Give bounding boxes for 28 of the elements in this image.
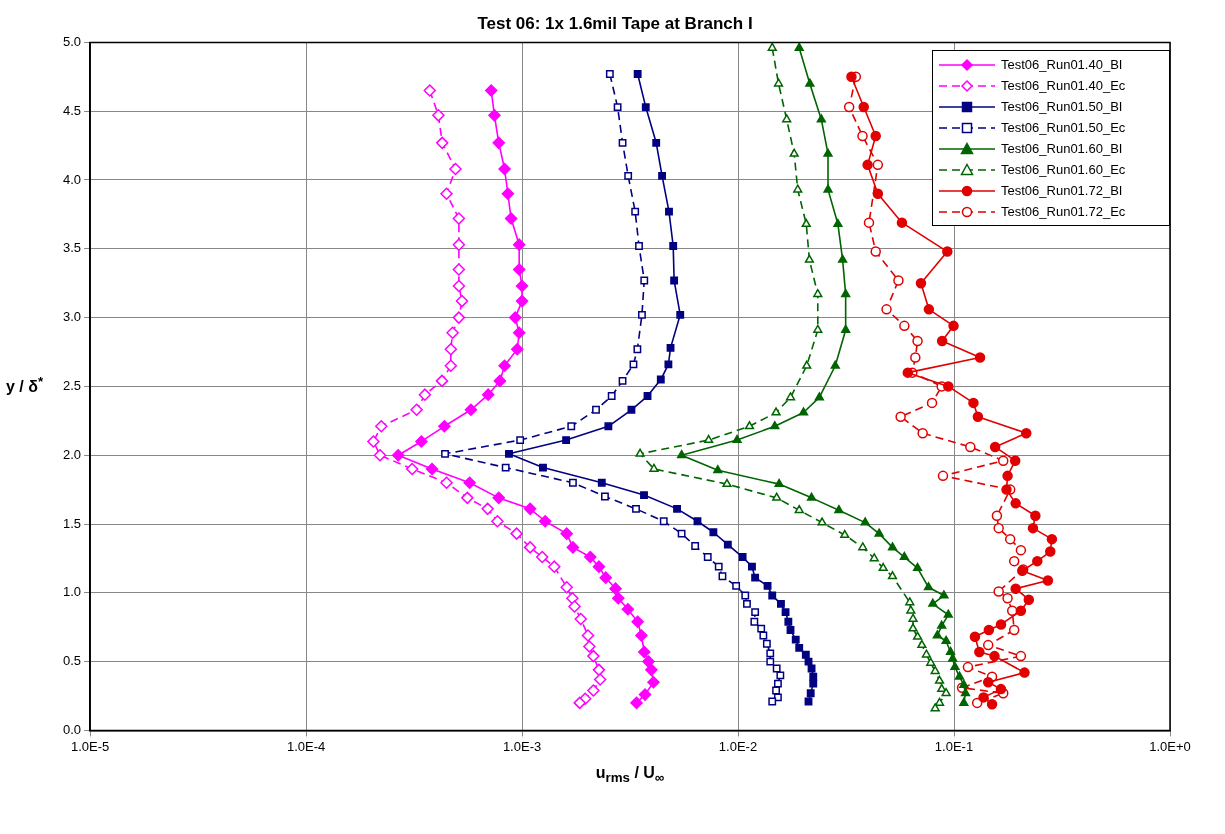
y-tick-label: 4.5 <box>62 102 82 118</box>
x-axis-title: u$_{rms}$ / U$_{∞}$ <box>594 764 666 786</box>
legend-label: Test06_Run01.72_Ec <box>1001 204 1126 220</box>
legend-label: Test06_Run01.40_Ec <box>1001 78 1126 94</box>
legend-label: Test06_Run01.50_Ec <box>1001 120 1126 136</box>
legend-label: Test06_Run01.72_BI <box>1001 183 1123 199</box>
y-tick-label: 5.0 <box>62 33 82 49</box>
x-tick-label: 1.0E+0 <box>1149 738 1191 754</box>
y-tick-label: 0.0 <box>62 721 82 737</box>
y-tick-label: 1.0 <box>62 584 82 600</box>
legend-label: Test06_Run01.40_BI <box>1001 57 1123 73</box>
legend-label: Test06_Run01.60_BI <box>1001 141 1123 157</box>
y-tick-label: 2.5 <box>62 377 82 393</box>
y-tick-label: 0.5 <box>62 653 82 669</box>
y-tick-label: 2.0 <box>62 446 82 462</box>
legend-label: Test06_Run01.50_BI <box>1001 99 1123 115</box>
x-tick-label: 1.0E-1 <box>934 738 974 754</box>
chart-title: Test 06: 1x 1.6mil Tape at Branch I <box>477 13 753 33</box>
y-tick-label: 3.0 <box>62 309 82 325</box>
legend-label: Test06_Run01.60_Ec <box>1001 162 1126 178</box>
y-tick-label: 1.5 <box>62 515 82 531</box>
y-tick-label: 4.0 <box>62 171 82 187</box>
x-tick-label: 1.0E-5 <box>70 738 110 754</box>
y-tick-label: 3.5 <box>62 240 82 256</box>
x-tick-label: 1.0E-3 <box>502 738 542 754</box>
x-tick-label: 1.0E-2 <box>718 738 758 754</box>
y-axis-title: y / δ$^{*}$ <box>6 374 44 397</box>
x-tick-label: 1.0E-4 <box>286 738 326 754</box>
